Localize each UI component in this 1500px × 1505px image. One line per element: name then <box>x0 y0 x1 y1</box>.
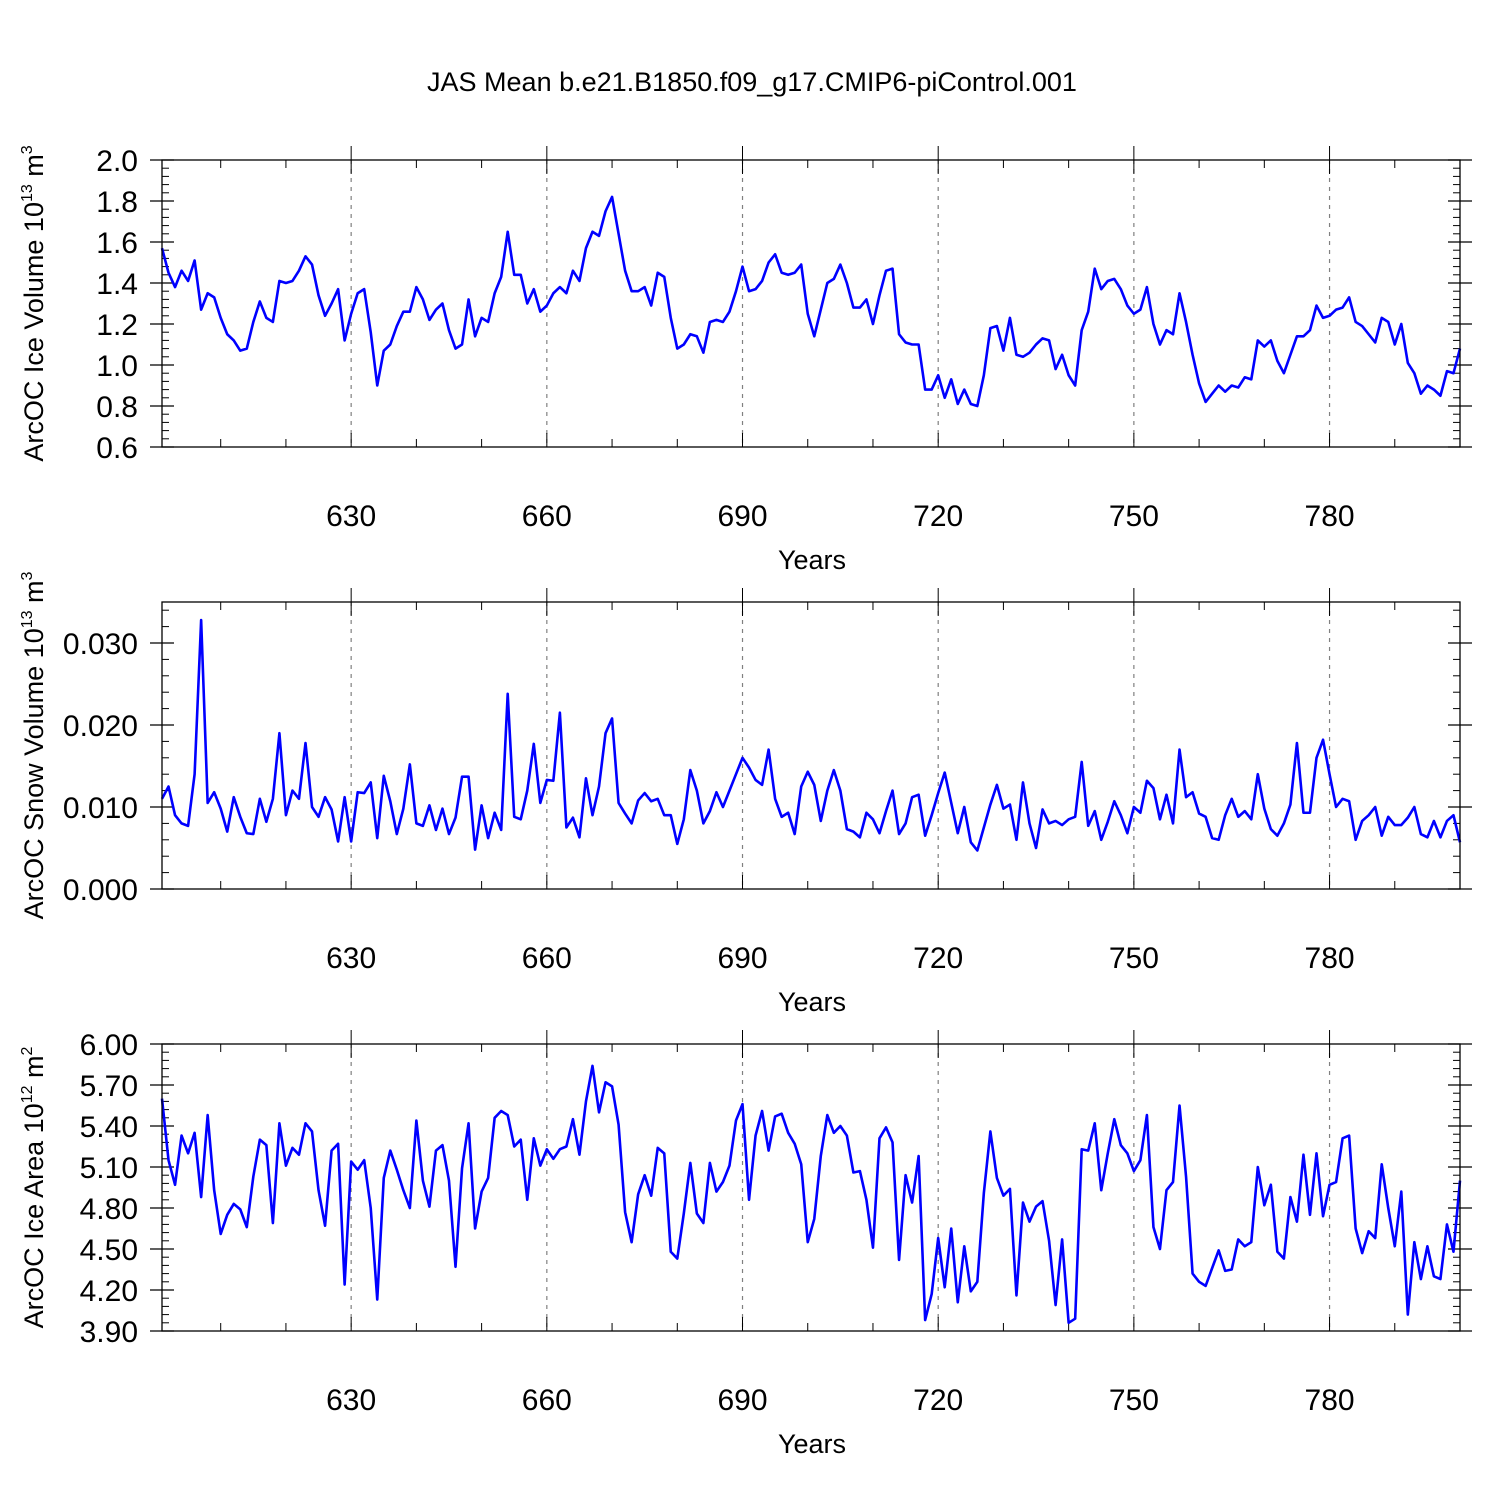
y-axis-title: ArcOC Ice Volume 1013 m3 <box>19 145 49 461</box>
y-axis-title-superscript: 13 <box>19 610 36 628</box>
x-tick-label: 630 <box>326 500 376 533</box>
y-tick-label: 1.8 <box>96 186 138 219</box>
y-tick-label: 6.00 <box>80 1029 138 1062</box>
x-tick-label: 660 <box>522 1384 572 1417</box>
panel-2: 630 660 690 720 750 780 0.000 0.010 0.020 0.030 Ye… <box>19 571 1472 1017</box>
y-axis-title-text: m <box>19 1056 49 1086</box>
panel-1: 630 660 690 720 750 780 0.6 0.8 1.0 1.2 1.4 1.6 1.8 2… <box>19 145 1472 575</box>
y-tick-label: 1.6 <box>96 227 138 260</box>
y-tick-label: 1.2 <box>96 309 138 342</box>
y-tick-label: 0.000 <box>63 874 138 907</box>
plot-frame <box>161 1043 1461 1332</box>
y-axis-title-superscript: 3 <box>19 571 36 580</box>
x-tick-label: 690 <box>717 1384 767 1417</box>
y-tick-label: 3.90 <box>80 1316 138 1349</box>
y-tick-label: 4.50 <box>80 1234 138 1267</box>
x-tick-label: 630 <box>326 942 376 975</box>
y-tick-label: 1.4 <box>96 268 138 301</box>
y-axis-title-text: ArcOC Snow Volume 10 <box>19 628 49 919</box>
x-tick-label: 750 <box>1109 1384 1159 1417</box>
y-axis-title-text: ArcOC Ice Area 10 <box>19 1103 49 1328</box>
x-tick-label: 660 <box>522 500 572 533</box>
y-tick-label: 5.70 <box>80 1070 138 1103</box>
x-tick-label: 780 <box>1305 942 1355 975</box>
x-tick-label: 750 <box>1109 942 1159 975</box>
y-tick-label: 2.0 <box>96 145 138 178</box>
y-axis-title-text: ArcOC Ice Volume 10 <box>19 202 49 462</box>
y-tick-label: 5.40 <box>80 1111 138 1144</box>
y-tick-label: 0.8 <box>96 391 138 424</box>
y-axis-title-superscript: 2 <box>19 1047 36 1056</box>
y-tick-label: 0.010 <box>63 792 138 825</box>
y-axis-title-text: m <box>19 580 49 610</box>
y-axis-title-superscript: 3 <box>19 145 36 154</box>
x-tick-label: 780 <box>1305 500 1355 533</box>
chart-title: JAS Mean b.e21.B1850.f09_g17.CMIP6-piCon… <box>427 67 1077 97</box>
y-tick-label: 0.030 <box>63 628 138 661</box>
y-tick-label: 5.10 <box>80 1152 138 1185</box>
x-tick-label: 690 <box>717 942 767 975</box>
plot-frame <box>161 601 1461 890</box>
panel-3: 630 660 690 720 750 780 3.90 4.20 4.50 4.80 5.10 5.… <box>19 1029 1472 1459</box>
y-axis-title-superscript: 13 <box>19 184 36 202</box>
x-tick-label: 720 <box>913 1384 963 1417</box>
x-axis-title: Years <box>778 545 846 575</box>
y-tick-label: 0.020 <box>63 710 138 743</box>
series-line <box>160 618 1462 852</box>
panels: 630 660 690 720 750 780 0.6 0.8 1.0 1.2 1.4 1.6 1.8 2… <box>19 145 1472 1459</box>
y-tick-label: 0.6 <box>96 432 138 465</box>
series-line <box>160 1064 1462 1325</box>
x-tick-label: 780 <box>1305 1384 1355 1417</box>
y-axis-title-text: m <box>19 154 49 184</box>
y-tick-label: 1.0 <box>96 350 138 383</box>
series-line <box>160 195 1462 408</box>
x-axis-title: Years <box>778 987 846 1017</box>
x-tick-label: 660 <box>522 942 572 975</box>
y-tick-label: 4.80 <box>80 1193 138 1226</box>
x-tick-label: 720 <box>913 942 963 975</box>
x-tick-label: 750 <box>1109 500 1159 533</box>
x-tick-label: 690 <box>717 500 767 533</box>
y-axis-title: ArcOC Ice Area 1012 m2 <box>19 1047 49 1329</box>
y-tick-label: 4.20 <box>80 1275 138 1308</box>
x-tick-label: 630 <box>326 1384 376 1417</box>
plot-frame <box>161 159 1461 448</box>
x-tick-label: 720 <box>913 500 963 533</box>
y-axis-title-superscript: 12 <box>19 1085 36 1103</box>
x-axis-title: Years <box>778 1429 846 1459</box>
y-axis-title: ArcOC Snow Volume 1013 m3 <box>19 571 49 919</box>
